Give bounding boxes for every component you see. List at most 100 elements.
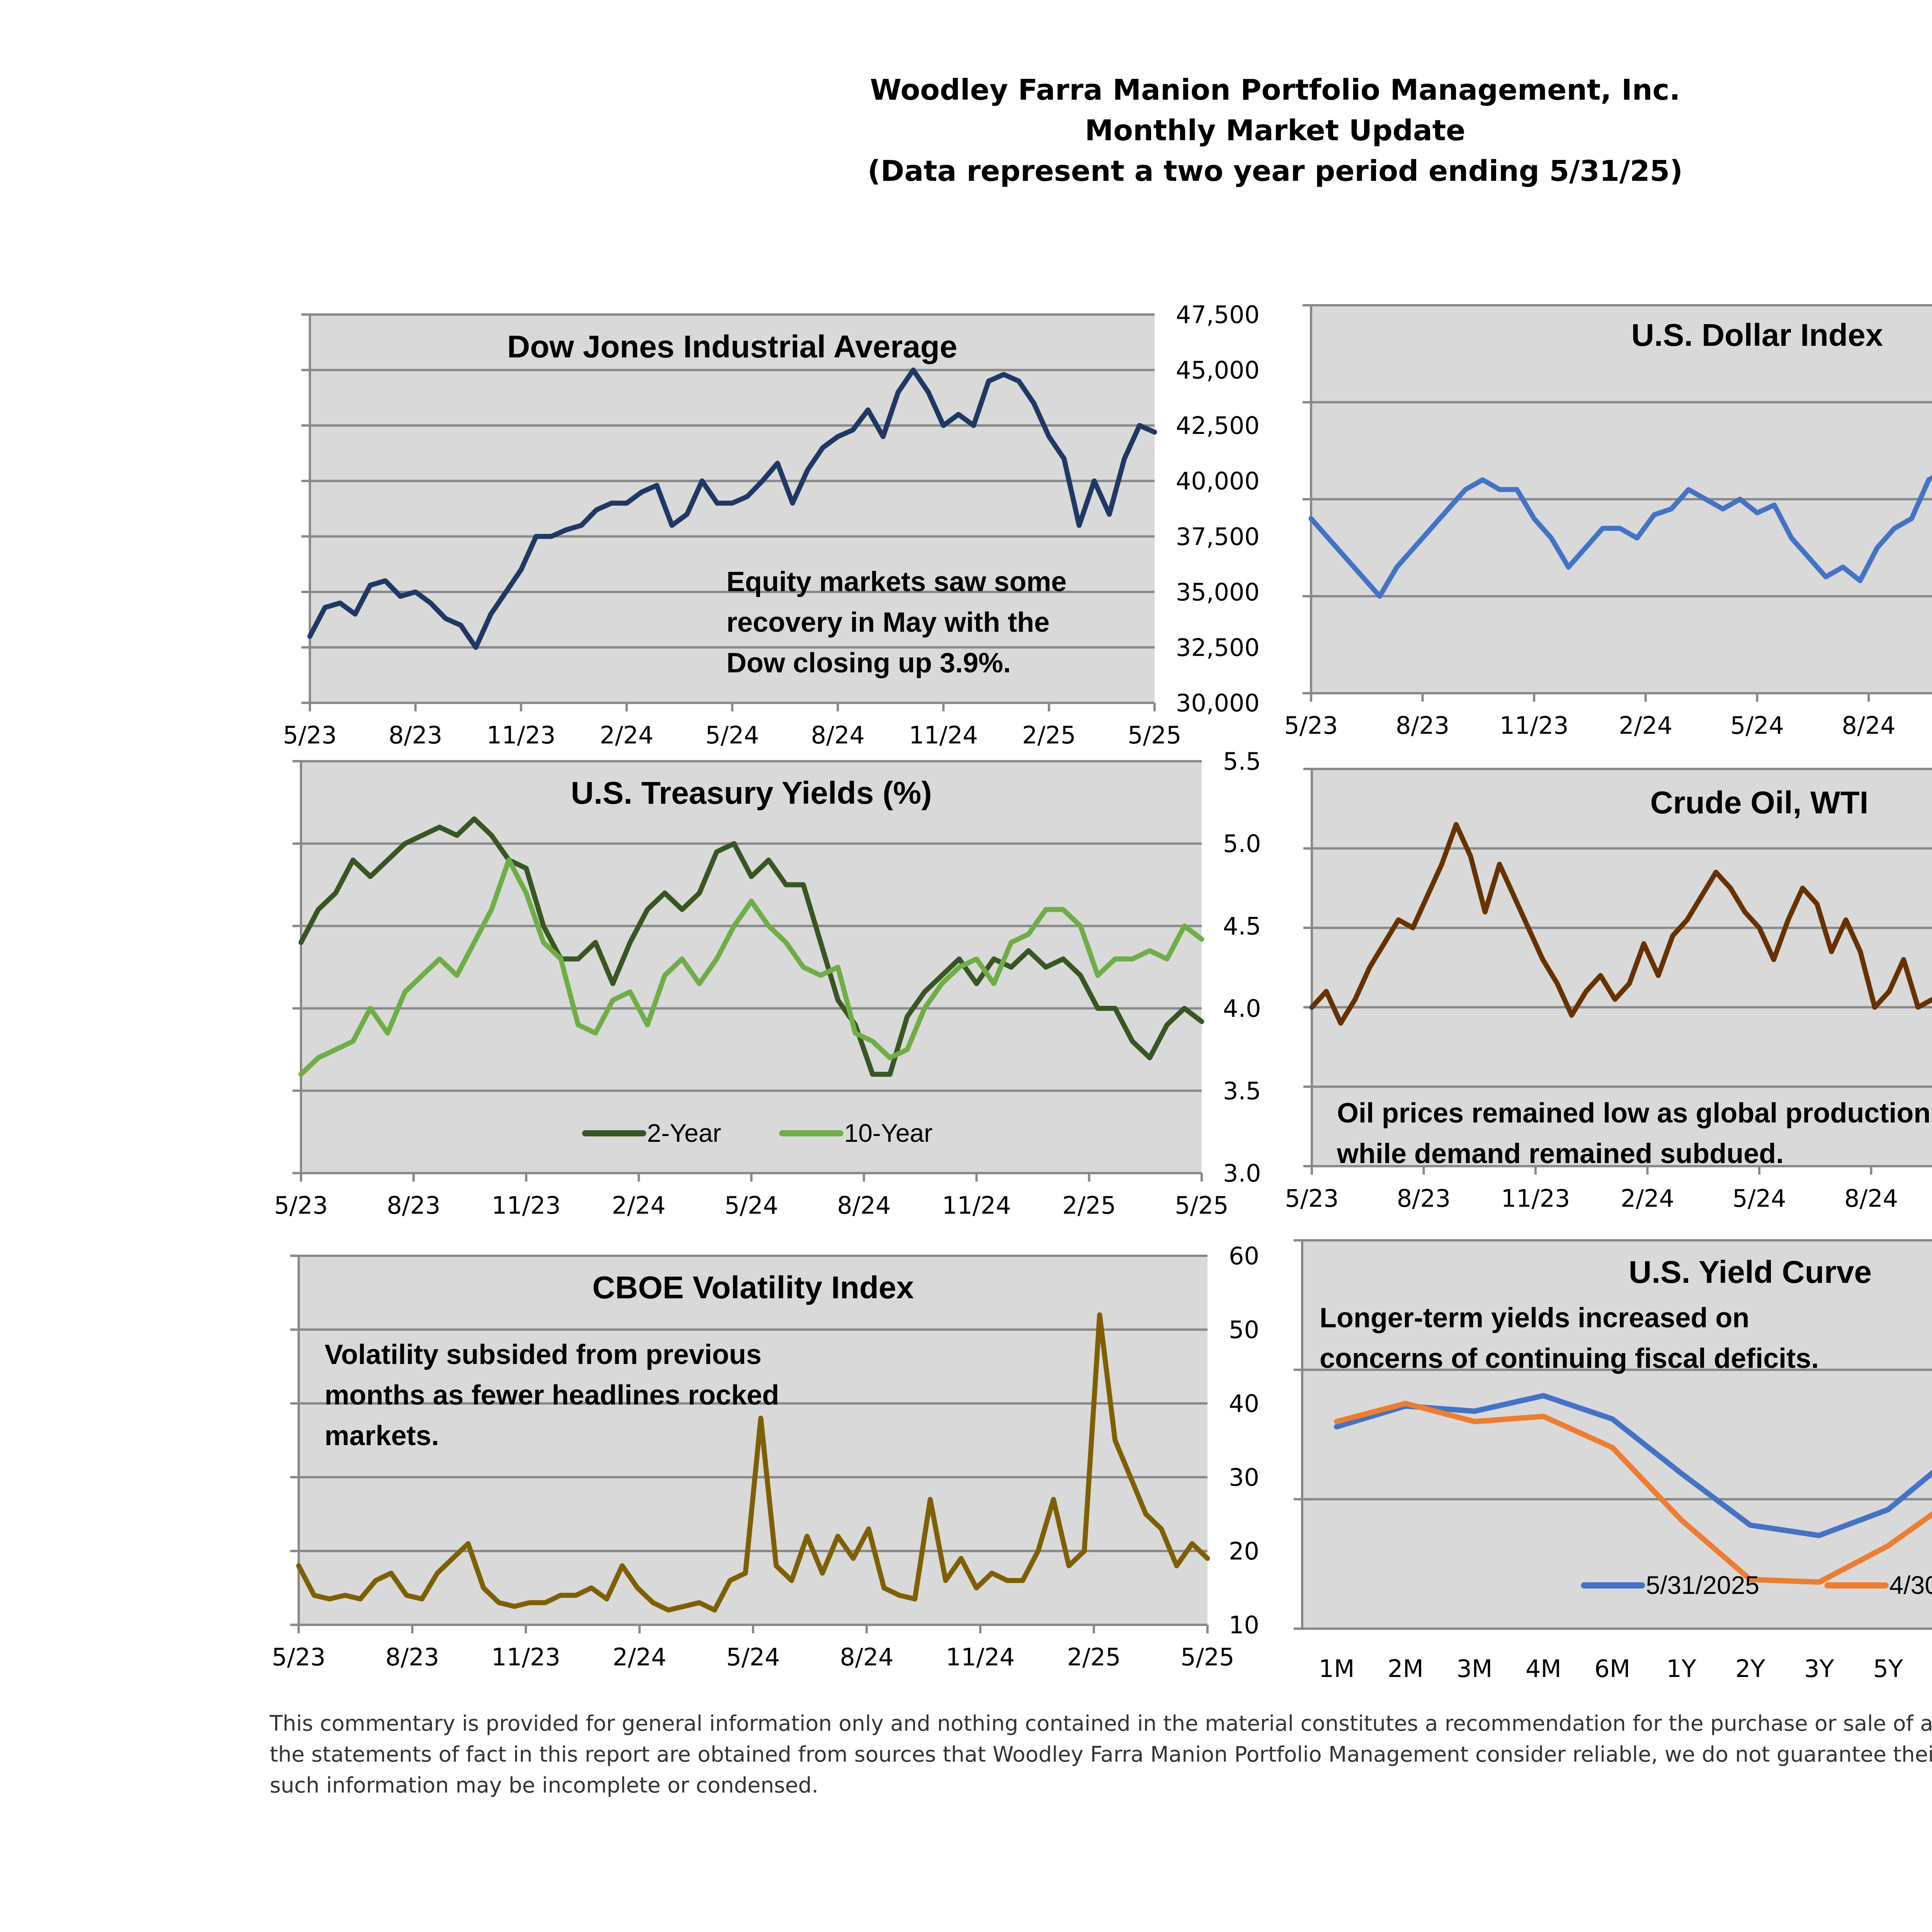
x-tick-label: 8/23 [385,1643,439,1671]
y-tick-label: 40 [1229,1389,1259,1418]
chart-title: Crude Oil, WTI [1650,785,1869,820]
x-tick-label: 8/24 [1844,1184,1898,1213]
x-tick-label: 2/25 [1067,1643,1121,1671]
x-tick-label: 5/23 [283,721,337,749]
y-tick-label: 4.5 [1223,912,1261,940]
y-tick-label: 30 [1229,1463,1259,1492]
x-tick-label: 2/24 [1621,1184,1674,1213]
x-tick-label: 5/24 [726,1643,780,1671]
x-tick-label: 2/24 [612,1191,666,1219]
chart-annotation: while demand remained subdued. [1337,1138,1784,1169]
y-tick-label: 5.5 [1223,747,1261,776]
legend-label: 4/30/2025 [1889,1571,1932,1599]
legend-label: 10-Year [844,1119,933,1147]
plot-area [1312,769,1932,1166]
chart-title: Dow Jones Industrial Average [507,329,957,364]
chart-annotation: concerns of continuing fiscal deficits. [1320,1343,1819,1374]
x-tick-label: 11/24 [942,1191,1011,1219]
x-tick-label: 11/23 [1500,711,1569,740]
x-tick-label: 5/24 [705,721,759,749]
legend-label: 5/31/2025 [1646,1571,1760,1599]
x-tick-label: 5/25 [1128,721,1181,749]
disclaimer-line: This commentary is provided for general … [270,1711,1932,1736]
chart-title: U.S. Treasury Yields (%) [571,776,932,811]
y-tick-label: 40,000 [1176,467,1260,495]
y-tick-label: 50 [1229,1316,1259,1344]
x-category-label: 6M [1594,1655,1630,1683]
x-tick-label: 5/24 [1730,711,1784,740]
x-tick-label: 8/24 [811,721,865,749]
y-tick-label: 4.0 [1223,995,1261,1023]
report-subtitle: Monthly Market Update [1085,114,1466,147]
y-tick-label: 45,000 [1176,356,1260,384]
chart-annotation: months as fewer headlines rocked [325,1380,779,1411]
chart-yieldcurve: 3.5%4.0%4.5%5.0%1M2M3M4M6M1Y2Y3Y5Y7Y10Y2… [1294,1239,1932,1683]
x-tick-label: 2/24 [1619,711,1672,740]
y-tick-label: 3.0 [1223,1159,1261,1187]
chart-annotation: markets. [325,1420,439,1451]
plot-area [301,761,1202,1173]
x-category-label: 1M [1319,1655,1355,1683]
x-tick-label: 8/23 [1396,711,1449,740]
x-tick-label: 8/23 [389,721,442,749]
x-tick-label: 2/25 [1022,721,1076,749]
plot-area [1302,1240,1932,1629]
series-line-5-31-2025 [1334,1393,1932,1538]
y-tick-label: 20 [1229,1537,1259,1565]
y-tick-label: 42,500 [1176,412,1260,440]
chart-dow: 30,000 32,500 35,000 37,500 40,000 42,500 45,0… [283,301,1260,749]
chart-annotation: Dow closing up 3.9%. [726,648,1011,679]
x-tick-label: 5/24 [724,1191,778,1219]
y-tick-label: 30,000 [1176,689,1260,717]
x-tick-label: 2/24 [600,721,653,749]
series-line-crude-oil-wti [1309,822,1932,1026]
x-category-label: 2Y [1735,1655,1765,1683]
y-tick-label: 32,500 [1176,633,1260,662]
x-tick-label: 5/23 [1284,711,1338,740]
x-category-label: 3M [1456,1655,1492,1683]
chart-annotation: Equity markets saw some [726,566,1066,597]
chart-treasury: 3.0 3.5 4.0 4.5 5.0 5.5 5/23 8/23 11/23 2/24 5/24 8… [274,747,1261,1219]
x-tick-label: 5/25 [1175,1191,1228,1219]
x-category-label: 1Y [1666,1655,1696,1683]
report-company-title: Woodley Farra Manion Portfolio Managemen… [870,73,1680,107]
plot-area [310,315,1155,703]
chart-annotation: recovery in May with the [726,607,1049,638]
y-tick-label: 3.5 [1223,1077,1261,1105]
x-tick-label: 11/23 [1501,1184,1570,1213]
y-tick-label: 37,500 [1176,522,1260,551]
y-tick-label: 60 [1229,1242,1259,1270]
chart-title: CBOE Volatility Index [592,1270,914,1305]
x-tick-label: 8/23 [387,1191,440,1219]
x-tick-label: 11/24 [909,721,978,749]
report-period-note: (Data represent a two year period ending… [867,155,1683,188]
x-tick-label: 2/24 [612,1643,666,1671]
legend-label: 2-Year [647,1119,721,1147]
chart-title: U.S. Yield Curve [1629,1255,1872,1290]
x-category-label: 4M [1526,1655,1561,1683]
x-tick-label: 11/23 [492,1191,561,1219]
chart-vix: 10 20 30 40 50 60 5/23 8/23 11/23 2/24 5/24 8/24 11/… [272,1242,1259,1671]
disclaimer-line: the statements of fact in this report ar… [270,1742,1932,1767]
series-line-cboe-volatility-index [296,1312,1210,1613]
x-tick-label: 11/23 [492,1643,561,1671]
chart-oil: 50607080901005/238/2311/232/245/248/2411… [1285,768,1932,1213]
x-tick-label: 5/25 [1180,1643,1234,1671]
x-category-label: 3Y [1804,1655,1834,1683]
chart-annotation: Oil prices remained low as global produc… [1337,1098,1932,1129]
chart-annotation: Longer-term yields increased on [1320,1303,1749,1333]
series-line-10-year [298,857,1204,1077]
x-tick-label: 8/24 [837,1191,891,1219]
x-tick-label: 5/23 [272,1643,325,1671]
x-category-label: 5Y [1873,1655,1903,1683]
chart-annotation: Volatility subsided from previous [325,1339,762,1370]
series-line-dow-jones-industrial-average [307,367,1157,650]
disclaimer-line: such information may be incomplete or co… [270,1773,819,1798]
series-line-4-30-2025 [1334,1401,1932,1585]
chart-title: U.S. Dollar Index [1631,318,1883,353]
x-tick-label: 8/24 [1842,711,1896,740]
x-tick-label: 8/23 [1397,1184,1451,1213]
x-tick-label: 11/23 [486,721,556,749]
y-tick-label: 10 [1229,1611,1259,1639]
